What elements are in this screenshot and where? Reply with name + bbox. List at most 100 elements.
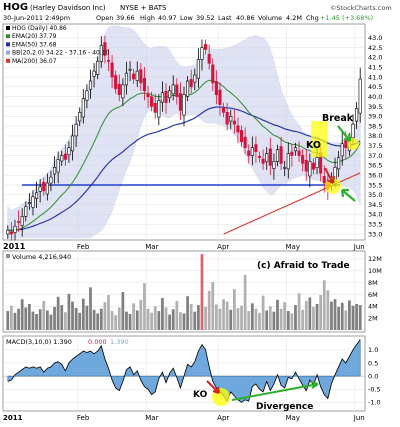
candle-body <box>31 196 35 208</box>
candle-body <box>268 148 272 166</box>
volume-bar <box>6 311 10 330</box>
candle-body <box>337 157 341 170</box>
break-label: Break <box>322 113 354 124</box>
legend-swatch <box>6 58 10 63</box>
volume-bar <box>20 299 24 330</box>
volume-bars <box>6 254 362 330</box>
legend-entry: MA(200) 36.07 <box>12 58 57 65</box>
candle-body <box>304 159 308 172</box>
header-volume: 4.2M <box>286 14 302 22</box>
volume-bar <box>175 300 179 330</box>
macd-legend-hist: 1.390 <box>110 338 129 346</box>
volume-bar <box>189 303 193 330</box>
macd-y-axis: -1.0 -0.5 0.0 0.5 1.0 <box>368 346 381 407</box>
volume-bar <box>125 311 128 330</box>
volume-bar <box>254 308 258 330</box>
legend-entry: EMA(50) 37.68 <box>12 41 57 48</box>
volume-bar <box>157 311 161 330</box>
candle-body <box>261 158 265 164</box>
macd-month-label: Mar <box>145 414 158 422</box>
candle-body <box>106 59 111 62</box>
chart-copyright: ©StockCharts.com <box>330 4 392 12</box>
macd-tick-label: 0.0 <box>368 372 378 380</box>
volume-bar <box>229 309 233 330</box>
candle-body <box>232 120 236 125</box>
volume-bar <box>333 299 337 330</box>
price-tick-label: 42.0 <box>368 54 382 62</box>
candle-body <box>67 147 71 156</box>
header-high: 40.97 <box>158 14 177 22</box>
volume-bar <box>268 306 272 330</box>
volume-bar <box>218 308 222 330</box>
volume-bar <box>319 295 323 330</box>
candle-body <box>351 123 355 139</box>
macd-month-label: May <box>285 414 299 422</box>
volume-legend-swatch <box>6 254 10 258</box>
candle-body <box>297 150 301 156</box>
volume-bar <box>92 309 96 330</box>
macd-tick-label: -1.0 <box>368 399 381 407</box>
volume-bar <box>279 308 283 330</box>
candle-body <box>49 176 53 184</box>
candle-body <box>63 153 67 160</box>
price-tick-label: 35.5 <box>368 181 382 189</box>
candle-body <box>211 64 215 84</box>
price-y-axis: 33.033.5 34.0 34.5 35.0 35.5 36.036.5 37.0 37.5… <box>368 34 382 238</box>
legend-entry: HOG (Daily) 40.86 <box>12 25 67 32</box>
volume-bar <box>330 301 333 330</box>
volume-bar <box>315 303 319 330</box>
price-tick-label: 34.5 <box>368 201 382 209</box>
candle-body <box>293 147 298 152</box>
candle-body <box>160 92 164 103</box>
legend-entry: BB(20,2.0) 34.22 - 37.16 - 40.10 <box>12 50 110 57</box>
legend-entry: EMA(20) 37.79 <box>12 33 57 40</box>
candle-body <box>13 225 17 233</box>
ko-highlight <box>311 121 327 157</box>
candle-body <box>218 89 222 105</box>
ko-red-arrow-icon <box>324 167 335 184</box>
volume-bar <box>107 295 110 330</box>
volume-bar <box>96 313 100 330</box>
candle-body <box>283 167 287 169</box>
candle-body <box>175 84 179 97</box>
candle-body <box>128 68 132 71</box>
ko-green-arrow-icon <box>340 188 356 202</box>
candle-body <box>17 221 21 223</box>
macd-tick-label: 1.0 <box>368 346 378 354</box>
candle-body <box>96 61 100 75</box>
candle-body <box>35 192 39 199</box>
candle-body <box>153 103 157 113</box>
candle-body <box>272 161 276 169</box>
volume-bar <box>308 297 312 330</box>
header-last: 40.86 <box>236 14 255 22</box>
price-tick-label: 43.0 <box>368 34 382 42</box>
macd-tick-label: 0.5 <box>368 359 378 367</box>
candle-body <box>132 73 136 80</box>
volume-tick-label: 8M <box>368 279 378 287</box>
chart-company: (Harley Davidson Inc) <box>30 4 106 12</box>
volume-bar <box>53 306 56 330</box>
macd-month-label: Apr <box>217 414 229 422</box>
volume-bar <box>358 305 362 330</box>
volume-bar <box>168 314 171 330</box>
candle-body <box>178 93 182 111</box>
candle-body <box>250 147 254 156</box>
volume-bar <box>45 310 49 330</box>
month-label: Apr <box>217 243 229 251</box>
price-tick-label: 41.0 <box>368 73 382 81</box>
volume-bar <box>340 302 344 330</box>
candle-body <box>214 81 218 96</box>
volume-bar <box>355 303 358 330</box>
price-tick-label: 37.0 <box>368 152 382 160</box>
volume-bar <box>351 305 355 330</box>
volume-bar <box>150 312 154 330</box>
break-arrow-icon <box>337 125 352 143</box>
price-tick-label: 37.5 <box>368 142 382 150</box>
volume-bar <box>13 312 17 330</box>
volume-tick-label: 12M <box>368 255 382 263</box>
volume-bar <box>344 310 348 330</box>
candle-body <box>6 229 10 235</box>
volume-bar <box>286 311 290 330</box>
price-tick-label: 39.5 <box>368 103 382 111</box>
volume-bar <box>182 313 186 330</box>
